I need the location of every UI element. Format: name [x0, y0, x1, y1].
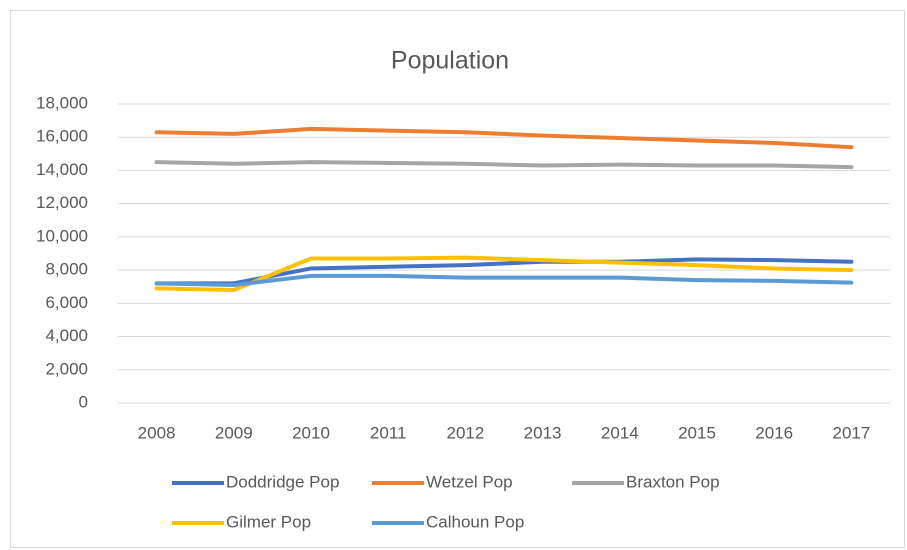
x-tick-label: 2017 — [832, 423, 870, 442]
y-tick-label: 10,000 — [36, 226, 88, 245]
series-line — [154, 273, 854, 288]
y-tick-label: 18,000 — [36, 93, 88, 112]
series-line — [154, 126, 854, 150]
x-tick-label: 2009 — [215, 423, 253, 442]
chart-title: Population — [391, 47, 509, 75]
x-tick-label: 2013 — [524, 423, 562, 442]
x-tick-label: 2011 — [370, 423, 407, 442]
legend-label: Braxton Pop — [626, 472, 720, 491]
x-tick-label: 2010 — [292, 423, 330, 442]
x-tick-label: 2016 — [755, 423, 793, 442]
series-line — [154, 255, 854, 293]
y-tick-label: 14,000 — [36, 160, 88, 179]
y-tick-label: 8,000 — [45, 260, 88, 279]
y-tick-label: 2,000 — [45, 359, 88, 378]
x-tick-label: 2008 — [138, 423, 176, 442]
x-tick-label: 2012 — [446, 423, 484, 442]
y-tick-label: 12,000 — [36, 193, 88, 212]
y-tick-label: 0 — [79, 392, 88, 411]
y-tick-label: 4,000 — [45, 326, 88, 345]
legend-label: Doddridge Pop — [226, 472, 339, 491]
legend-label: Gilmer Pop — [226, 512, 311, 531]
series-line — [154, 160, 854, 170]
legend-label: Calhoun Pop — [426, 512, 524, 531]
y-tick-label: 16,000 — [36, 127, 88, 146]
x-tick-label: 2015 — [678, 423, 716, 442]
y-tick-label: 6,000 — [45, 293, 88, 312]
x-tick-label: 2014 — [601, 423, 639, 442]
legend-label: Wetzel Pop — [426, 472, 513, 491]
